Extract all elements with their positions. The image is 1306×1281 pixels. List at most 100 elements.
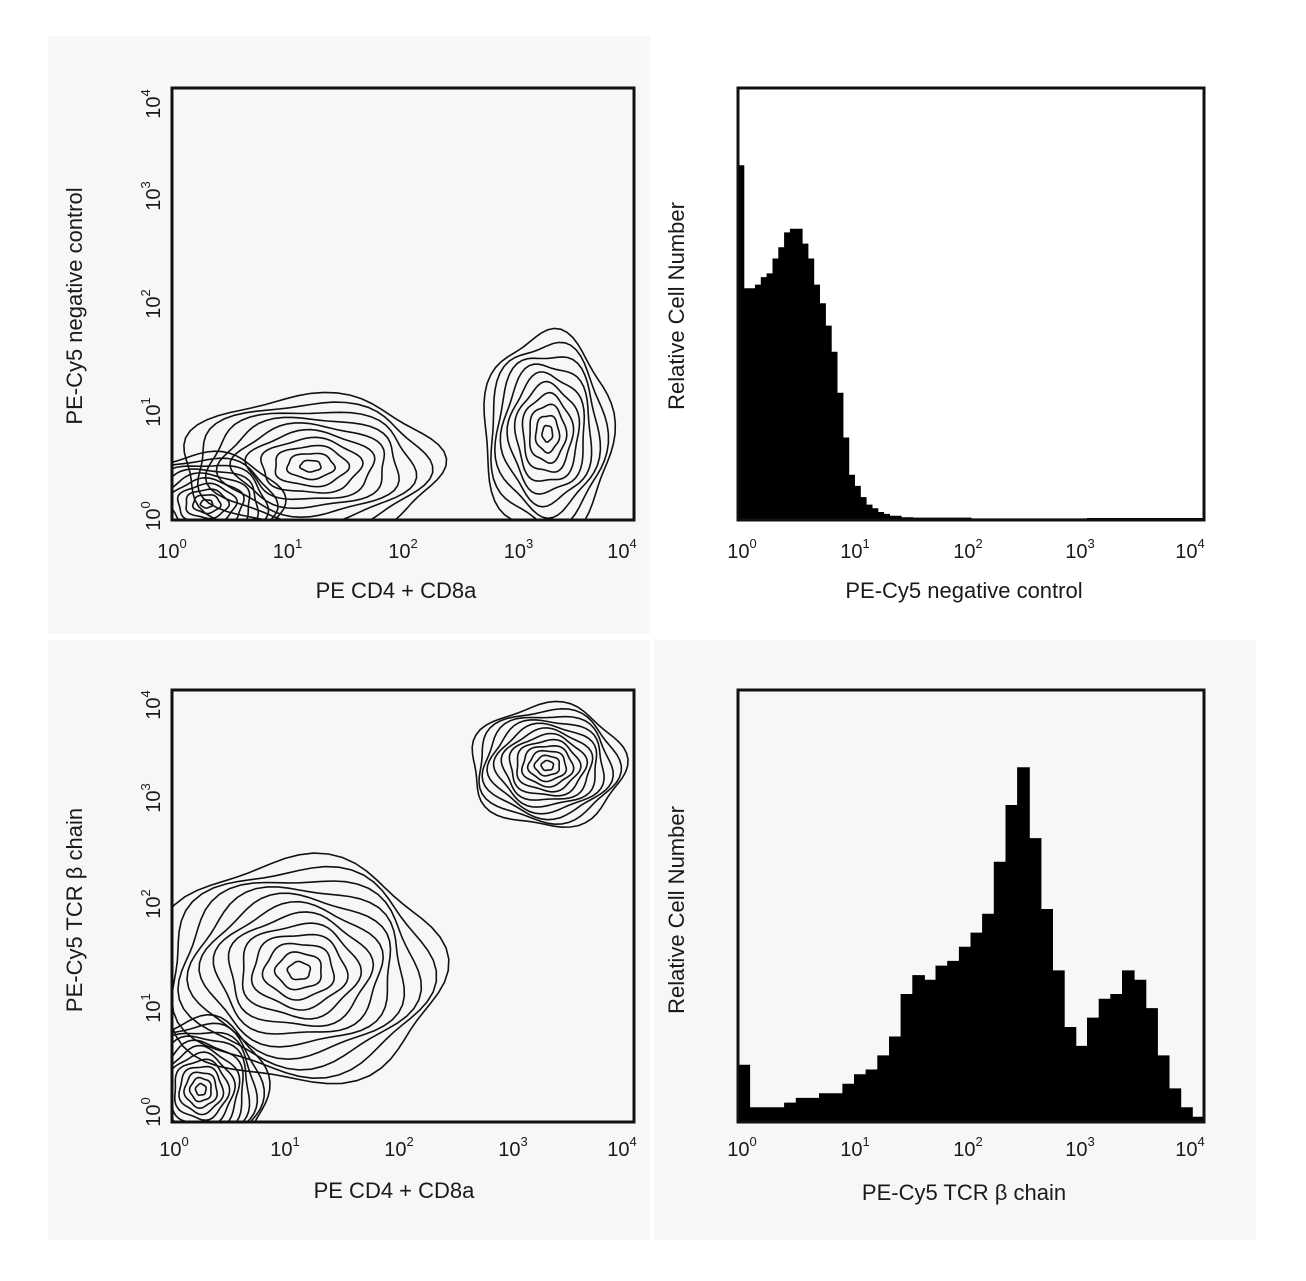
contour-line xyxy=(500,727,594,801)
contour-line xyxy=(196,401,434,520)
x-tick-label: 103 xyxy=(1065,1134,1094,1161)
contour-line xyxy=(215,416,400,519)
y-tick-label: 104 xyxy=(138,690,165,719)
contour-line xyxy=(492,722,598,808)
y-tick-label: 103 xyxy=(138,783,165,812)
contour-line xyxy=(172,450,287,520)
contour-line xyxy=(298,459,322,473)
contour-line xyxy=(260,436,364,494)
plot-frame xyxy=(170,86,636,522)
y-axis-label: PE-Cy5 TCR β chain xyxy=(62,808,87,1012)
contour-line xyxy=(227,911,375,1028)
contour-line xyxy=(516,738,582,793)
x-tick-label: 104 xyxy=(607,1134,636,1161)
y-tick-labels: 100 101 102 103 104 xyxy=(138,89,165,530)
contour-plot-top-left: 100 101 102 103 104 100 101 102 103 104 … xyxy=(62,86,637,603)
contour-line xyxy=(273,951,322,991)
x-tick-labels: 100 101 102 103 104 xyxy=(159,1134,636,1161)
contour-line xyxy=(493,356,602,520)
contour-line xyxy=(513,380,581,482)
x-tick-label: 101 xyxy=(270,1134,299,1161)
x-axis-label: PE CD4 + CD8a xyxy=(314,1178,476,1203)
y-tick-label: 104 xyxy=(138,89,165,118)
x-axis-label: PE-Cy5 TCR β chain xyxy=(862,1180,1066,1205)
contour-line xyxy=(286,960,312,981)
contour-line xyxy=(185,488,231,520)
contour-line xyxy=(506,371,586,495)
contour-line xyxy=(534,414,561,454)
x-tick-label: 102 xyxy=(953,536,982,563)
x-axis-label: PE CD4 + CD8a xyxy=(316,578,478,603)
contour-line xyxy=(177,880,423,1071)
contour-line xyxy=(486,719,605,815)
histogram-fill xyxy=(738,165,1204,520)
contour-line xyxy=(241,922,363,1020)
contour-line xyxy=(483,327,617,520)
panel-background-top-left xyxy=(48,36,650,634)
contour-line xyxy=(172,1035,251,1122)
x-tick-label: 101 xyxy=(840,536,869,563)
contour-line xyxy=(528,403,568,465)
contour-line xyxy=(261,942,336,1001)
contour-line xyxy=(183,391,448,520)
contour-line xyxy=(172,1044,241,1122)
x-tick-label: 103 xyxy=(498,1134,527,1161)
contour-line xyxy=(183,1071,218,1110)
y-axis-label: Relative Cell Number xyxy=(664,806,689,1014)
x-tick-labels: 100 101 102 103 104 xyxy=(157,536,636,563)
contour-lines xyxy=(172,700,629,1122)
contour-line xyxy=(199,498,214,509)
x-tick-label: 104 xyxy=(607,536,636,563)
contour-line xyxy=(172,464,270,520)
x-tick-label: 101 xyxy=(273,536,302,563)
contour-line xyxy=(481,715,615,821)
y-tick-labels: 100 101 102 103 104 xyxy=(138,690,165,1126)
histogram-area xyxy=(738,767,1204,1122)
y-tick-label: 102 xyxy=(138,889,165,918)
contour-plot-bottom-left: 100 101 102 103 104 100 101 102 103 104 … xyxy=(62,688,637,1203)
contour-line xyxy=(521,391,575,473)
contour-lines xyxy=(172,327,617,520)
contour-line xyxy=(176,482,239,520)
contour-line xyxy=(172,1013,271,1122)
x-tick-label: 104 xyxy=(1175,1134,1204,1161)
plot-frame xyxy=(736,86,1206,522)
contour-line xyxy=(178,1065,225,1116)
x-tick-label: 103 xyxy=(504,536,533,563)
contour-line xyxy=(212,900,385,1035)
x-tick-label: 100 xyxy=(727,536,756,563)
contour-line xyxy=(540,759,555,772)
x-tick-label: 102 xyxy=(388,536,417,563)
contour-line xyxy=(198,892,392,1048)
x-tick-label: 100 xyxy=(157,536,186,563)
x-tick-labels: 100 101 102 103 104 xyxy=(727,536,1204,563)
contour-line xyxy=(172,1051,237,1122)
y-tick-label: 100 xyxy=(138,1097,165,1126)
contour-line xyxy=(520,744,575,788)
x-tick-label: 100 xyxy=(159,1134,188,1161)
contour-line xyxy=(533,754,561,777)
contour-line xyxy=(172,472,251,520)
panel-background-bottom-right xyxy=(654,640,1256,1240)
x-tick-label: 102 xyxy=(384,1134,413,1161)
contour-line xyxy=(172,1031,259,1122)
contour-line xyxy=(250,933,349,1011)
histogram-area xyxy=(738,165,1204,520)
contour-line xyxy=(172,865,438,1080)
histogram-top-right: 100 101 102 103 104 PE-Cy5 negative cont… xyxy=(664,86,1206,603)
y-tick-label: 102 xyxy=(138,289,165,318)
plot-frame xyxy=(170,688,636,1124)
contour-line xyxy=(186,886,406,1061)
y-tick-label: 101 xyxy=(138,397,165,426)
contour-line xyxy=(173,1058,231,1122)
contour-line xyxy=(204,411,418,520)
contour-line xyxy=(508,732,589,797)
plot-frame xyxy=(736,688,1206,1124)
x-tick-label: 104 xyxy=(1175,536,1204,563)
contour-line xyxy=(191,493,222,515)
x-axis-label: PE-Cy5 negative control xyxy=(845,578,1082,603)
y-axis-label: Relative Cell Number xyxy=(664,202,689,410)
y-tick-label: 100 xyxy=(138,501,165,530)
contour-line xyxy=(478,707,623,826)
